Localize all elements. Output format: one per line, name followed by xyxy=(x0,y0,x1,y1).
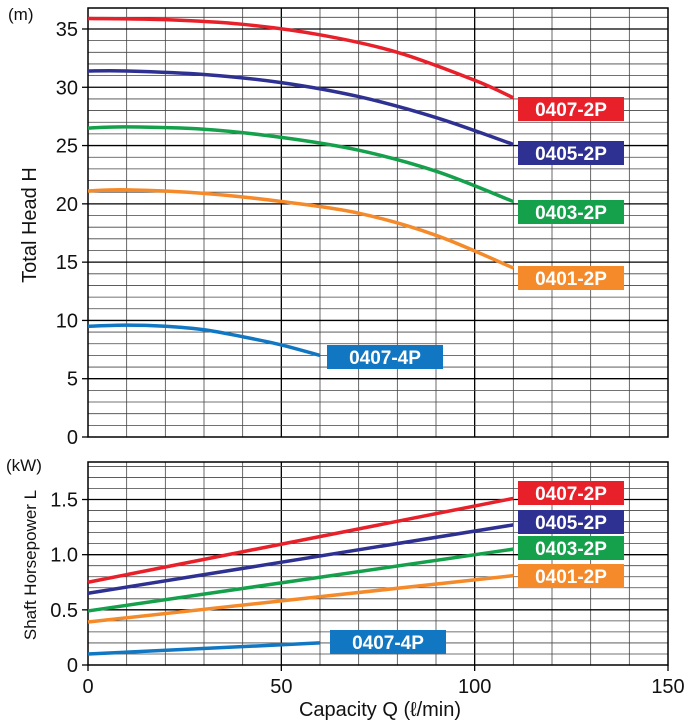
power-plot-frame xyxy=(87,461,669,666)
y-tick-label: 15 xyxy=(56,252,78,274)
head-plot-frame xyxy=(87,7,669,438)
series-line-0407-2p xyxy=(87,16,515,100)
y-tick-label: 20 xyxy=(56,194,78,216)
series-label-box xyxy=(518,266,624,290)
head-y-axis-title: Total Head H xyxy=(19,167,41,283)
series-line-0403-2p xyxy=(87,547,514,613)
series-label-text: 0405-2P xyxy=(535,513,607,534)
y-tick-label: 30 xyxy=(56,77,78,99)
y-tick-label: 1.5 xyxy=(50,490,78,512)
power-curve-panel: 0 0.5 1.0 1.5 0 50 100 150 (kW) Shaft Horsepow… xyxy=(6,456,685,721)
series-label-text: 0405-2P xyxy=(535,144,607,165)
series-label-box xyxy=(518,141,624,165)
y-tick-label: 1.0 xyxy=(50,545,78,567)
series-label-box xyxy=(518,536,624,560)
series-label-text: 0403-2P xyxy=(535,539,607,560)
series-label-text: 0407-2P xyxy=(535,484,607,505)
series-line-0403-2p xyxy=(87,125,514,204)
x-tick-label: 50 xyxy=(270,676,292,698)
y-tick-label: 10 xyxy=(56,310,78,332)
head-y-ticks: 0 5 10 15 20 25 30 35 xyxy=(56,19,88,449)
y-tick-label: 25 xyxy=(56,136,78,158)
y-tick-label: 5 xyxy=(67,369,78,391)
series-line-0405-2p xyxy=(87,68,514,147)
power-y-axis-title: Shaft Horsepower L xyxy=(21,490,40,640)
series-label-box xyxy=(330,630,446,654)
series-label-text: 0407-4P xyxy=(349,348,421,369)
x-tick-label: 150 xyxy=(651,676,684,698)
series-line-0407-4p xyxy=(87,641,321,656)
capacity-x-axis-title: Capacity Q (ℓ/min) xyxy=(299,699,461,721)
head-series xyxy=(87,16,515,358)
series-label-box xyxy=(327,345,443,369)
series-line-0401-2p xyxy=(87,573,514,624)
series-label-box xyxy=(518,200,624,224)
capacity-x-ticks: 0 50 100 150 xyxy=(82,665,685,698)
x-tick-label: 0 xyxy=(82,676,93,698)
head-series-labels: 0407-2P 0405-2P 0403-2P 0401-2P 0407-4P xyxy=(327,97,624,369)
series-label-box xyxy=(518,510,624,534)
x-tick-label: 100 xyxy=(458,676,491,698)
series-label-text: 0407-4P xyxy=(352,633,424,654)
series-label-text: 0401-2P xyxy=(535,269,607,290)
series-line-0407-4p xyxy=(87,323,321,358)
y-tick-label: 0 xyxy=(67,655,78,677)
series-line-0401-2p xyxy=(87,188,515,270)
power-series xyxy=(87,496,514,656)
power-y-ticks: 0 0.5 1.0 1.5 xyxy=(50,490,88,677)
series-label-text: 0403-2P xyxy=(535,203,607,224)
head-unit-label: (m) xyxy=(8,5,33,24)
y-tick-label: 0 xyxy=(67,427,78,449)
power-series-labels: 0407-2P 0405-2P 0403-2P 0401-2P 0407-4P xyxy=(330,481,624,654)
series-label-text: 0401-2P xyxy=(535,567,607,588)
series-line-0405-2p xyxy=(87,523,514,596)
series-label-box xyxy=(518,564,624,588)
y-tick-label: 0.5 xyxy=(50,600,78,622)
series-line-0407-2p xyxy=(87,496,514,584)
series-label-box xyxy=(518,97,624,121)
power-unit-label: (kW) xyxy=(6,456,42,475)
y-tick-label: 35 xyxy=(56,19,78,41)
series-label-box xyxy=(518,481,624,505)
series-label-text: 0407-2P xyxy=(535,100,607,121)
